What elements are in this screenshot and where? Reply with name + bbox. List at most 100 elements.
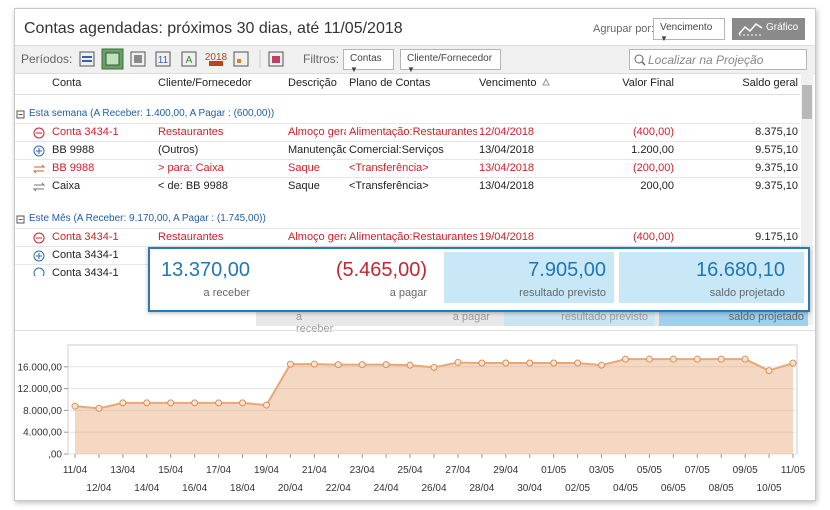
data-point [215, 399, 223, 407]
summary-label: resultado previsto [519, 287, 606, 299]
data-point [119, 399, 127, 407]
column-header: Vencimento [479, 77, 537, 89]
data-point [550, 359, 558, 367]
scrollbar-thumb[interactable] [802, 85, 812, 119]
table-cell: Restaurantes [158, 126, 224, 138]
x-tick-label: 08/05 [709, 483, 734, 494]
table-body: Esta semana (A Receber: 1.400,00, A Paga… [15, 95, 800, 276]
data-point [286, 360, 294, 368]
x-tick-label: 22/04 [326, 483, 351, 494]
table-cell: <Transferência> [349, 180, 429, 192]
table-cell: Conta 3434-1 [52, 231, 119, 243]
x-tick-label: 26/04 [421, 483, 446, 494]
x-tick-label: 11/05 [781, 465, 806, 476]
table-cell: (400,00) [633, 231, 674, 243]
x-tick-label: 02/05 [565, 483, 590, 494]
data-point [645, 355, 653, 363]
column-header: Plano de Contas [349, 77, 431, 89]
data-point [406, 361, 414, 369]
data-point [358, 361, 366, 369]
table-cell: 9.375,10 [755, 162, 798, 174]
y-tick-label: 16.000,00 [18, 362, 63, 373]
x-tick-label: 20/04 [278, 483, 303, 494]
group-by-select[interactable]: Vencimento ▼ [653, 18, 725, 43]
x-tick-label: 03/05 [589, 465, 614, 476]
table-cell: 1.200,00 [631, 144, 674, 156]
row-separator [15, 141, 800, 142]
chart-button[interactable]: Gráfico [732, 18, 805, 40]
table-cell: 8.375,10 [755, 126, 798, 138]
chart: ,00 4.000,00 8.000,00 12.000,00 16.000,00 11/… [18, 344, 806, 494]
y-tick-label: ,00 [48, 450, 62, 461]
group-header: Esta semana (A Receber: 1.400,00, A Paga… [29, 108, 275, 119]
column-header: Valor Final [622, 77, 674, 89]
filter-accounts[interactable]: Contas ▼ [343, 49, 394, 74]
data-point [167, 399, 175, 407]
x-tick-label: 15/04 [158, 465, 183, 476]
x-tick-label: 12/04 [86, 483, 111, 494]
table-cell: 9.375,10 [755, 180, 798, 192]
x-tick-label: 29/04 [493, 465, 518, 476]
x-tick-label: 09/05 [733, 465, 758, 476]
data-point [95, 404, 103, 412]
filter-client[interactable]: Cliente/Fornecedor ▼ [400, 49, 501, 74]
column-header: Conta [52, 77, 82, 89]
data-point [239, 399, 247, 407]
summary-value: (5.465,00) [335, 259, 427, 281]
x-tick-label: 30/04 [517, 483, 542, 494]
data-point [454, 358, 462, 366]
year-icon: 2018 [205, 52, 228, 63]
y-tick-label: 12.000,00 [18, 384, 63, 395]
table-cell: BB 9988 [52, 144, 95, 156]
table-cell: Conta 3434-1 [52, 267, 119, 276]
summary-cell-bg [444, 252, 614, 303]
data-point [574, 359, 582, 367]
search-box[interactable]: Localizar na Projeção [629, 49, 807, 70]
row-icons [16, 110, 46, 276]
x-tick-label: 19/04 [254, 465, 279, 476]
sort-indicator [542, 78, 550, 86]
data-point [765, 367, 773, 375]
data-point [669, 355, 677, 363]
table-header: Conta Cliente/Fornecedor Descrição Plano de… [15, 73, 800, 95]
x-tick-label: 23/04 [350, 465, 375, 476]
area-fill [75, 359, 793, 454]
table-cell: Saque [288, 162, 320, 174]
svg-text:11: 11 [158, 55, 169, 66]
row-separator [15, 159, 800, 160]
data-point [717, 355, 725, 363]
chart-separator [15, 330, 815, 331]
data-point [789, 359, 797, 367]
svg-text:A: A [186, 55, 193, 66]
table-cell: 13/04/2018 [479, 180, 535, 192]
x-tick-label: 05/05 [637, 465, 662, 476]
filters-label: Filtros: [303, 52, 339, 66]
x-tick-label: 06/05 [661, 483, 686, 494]
summary-label: a pagar [389, 287, 427, 299]
table-cell: 9.575,10 [755, 144, 798, 156]
data-point [526, 359, 534, 367]
row-separator [15, 228, 800, 229]
x-tick-label: 04/05 [613, 483, 638, 494]
table-cell: (200,00) [633, 162, 674, 174]
row-separator [15, 177, 800, 178]
data-point [478, 359, 486, 367]
x-tick-label: 10/05 [757, 483, 782, 494]
summary-strip-cell [659, 308, 808, 326]
table-cell: Manutenção [288, 144, 346, 156]
period-icons: 11 A 2018 [79, 48, 284, 70]
data-point [502, 359, 510, 367]
summary-cell-bg [619, 252, 804, 303]
strip-label: a pagar [452, 311, 490, 323]
group-by-value: Vencimento [660, 22, 713, 33]
summary-value: 7.905,00 [528, 259, 606, 281]
x-tick-label: 11/04 [63, 465, 88, 476]
summary-label: a receber [203, 287, 250, 299]
chart-button-label: Gráfico [766, 22, 799, 33]
filter-label: Contas [350, 53, 382, 64]
table-cell: 12/04/2018 [479, 126, 535, 138]
table-cell: (400,00) [633, 126, 674, 138]
data-point [143, 399, 151, 407]
table-cell: 13/04/2018 [479, 162, 535, 174]
